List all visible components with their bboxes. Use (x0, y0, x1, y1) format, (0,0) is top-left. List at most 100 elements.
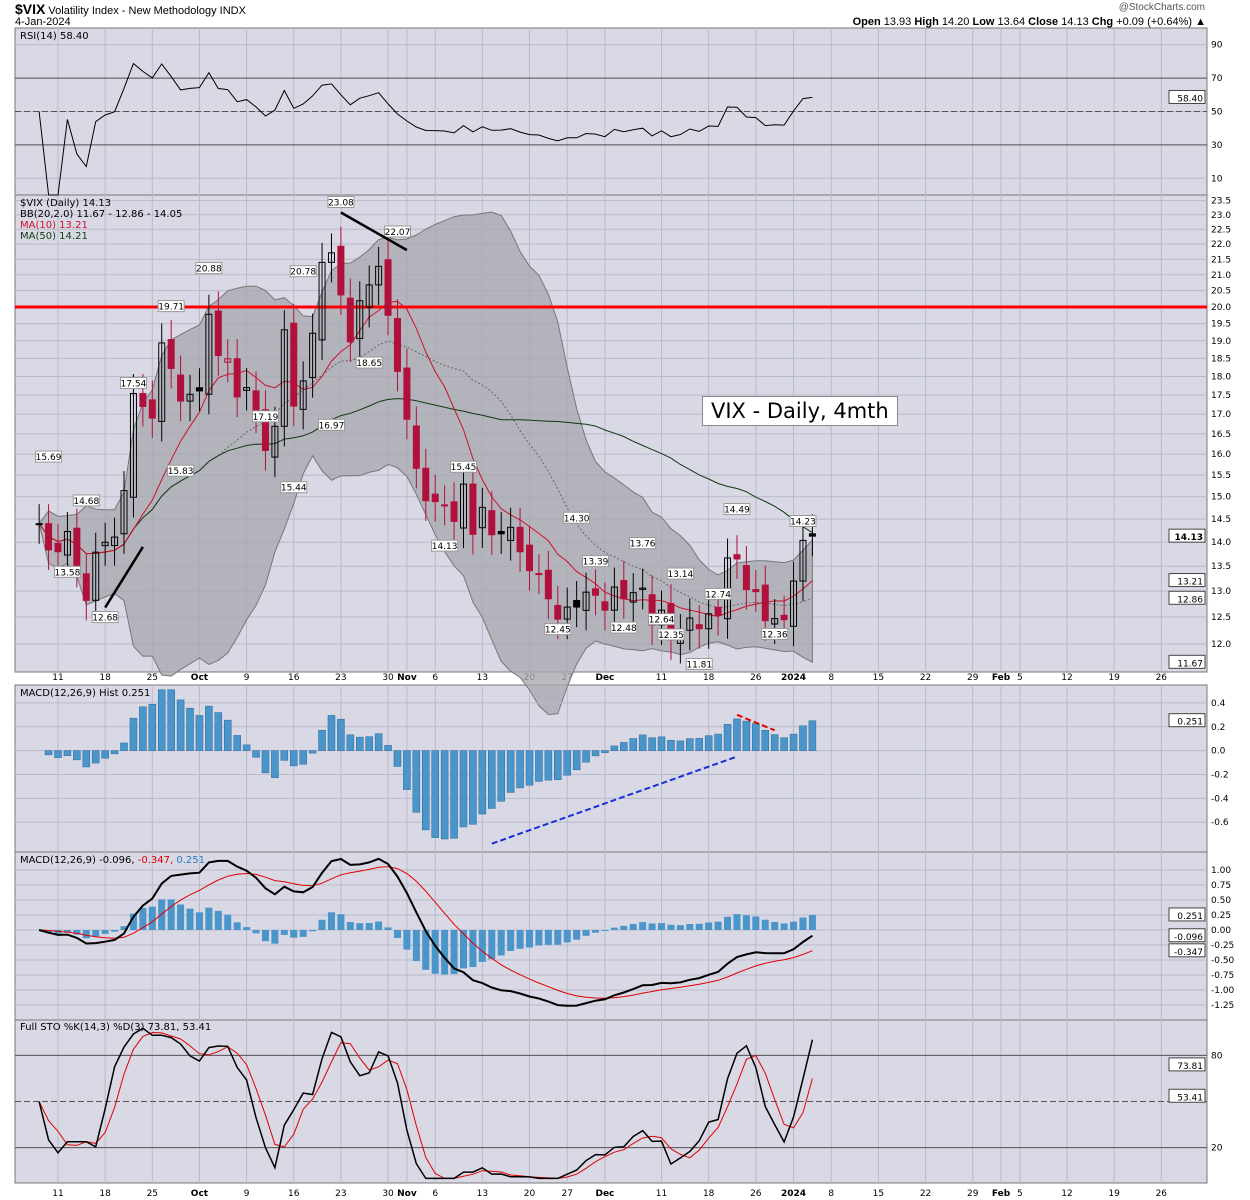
macd-histogram-bar (393, 930, 401, 938)
candle-body (73, 527, 81, 568)
x-tick-label: 19 (1108, 1189, 1120, 1199)
panel-hist (14, 684, 1208, 853)
macd-histogram-bar (695, 923, 703, 930)
price-label: 12.68 (92, 614, 118, 624)
candle-body (497, 530, 505, 535)
histogram-bar (422, 750, 430, 831)
x-tick-label: 23 (335, 1189, 346, 1199)
current-value-box (1168, 713, 1206, 728)
macd-histogram-bar (526, 930, 533, 948)
ma50-line (38, 398, 813, 555)
histogram-bar (459, 750, 468, 828)
price-label-box (280, 481, 308, 494)
candle-body (214, 310, 222, 357)
macd-histogram-bar (573, 930, 581, 940)
histogram-bar (110, 750, 119, 755)
x-tick-label: Oct (191, 1189, 209, 1199)
y-tick-label: 70 (1211, 74, 1223, 84)
histogram-bar (214, 712, 223, 751)
candle-body (780, 614, 788, 621)
current-value-label: -0.347 (1174, 948, 1203, 958)
x-tick-label: 12 (1061, 673, 1072, 683)
candle-body (478, 506, 486, 529)
macd-histogram-bar (337, 914, 345, 930)
histogram-bar (337, 718, 345, 751)
x-tick-label: 11 (52, 673, 63, 683)
macd-legend-value: -0.096, (99, 855, 138, 866)
candle-body (422, 467, 430, 502)
macd-histogram-bar (733, 914, 741, 930)
macd-histogram-bar (356, 923, 364, 930)
histogram-bar (770, 734, 779, 751)
price-label: 15.69 (36, 453, 62, 463)
price-label-box (53, 565, 81, 578)
x-tick-label: 12 (1061, 1189, 1072, 1199)
open-value: 13.93 (883, 16, 912, 28)
histogram-bar (186, 707, 194, 751)
x-tick-label: 13 (477, 673, 488, 683)
current-value-label: 13.21 (1177, 578, 1203, 588)
macd-legend-prefix: MACD(12,26,9) (20, 855, 99, 866)
y-tick-label: 50 (1211, 108, 1223, 118)
y-tick-label: 16.5 (1211, 430, 1231, 440)
candle-body (45, 523, 53, 551)
macd-histogram-bar (676, 925, 684, 930)
trendline-up (104, 546, 144, 609)
macd-histogram-bar (648, 923, 656, 930)
candle-body (129, 393, 137, 498)
x-tick-label: 13 (477, 1189, 488, 1199)
price-label: 22.07 (385, 228, 411, 238)
current-value-label: 58.40 (1177, 94, 1203, 104)
price-label-box (648, 613, 676, 626)
price-label: 15.83 (168, 467, 194, 477)
macd-histogram-bar (111, 930, 119, 932)
current-value-box (1168, 1088, 1206, 1103)
histogram-bar (374, 733, 383, 751)
histogram-bar (450, 750, 458, 839)
current-value-label: 12.86 (1177, 595, 1203, 605)
price-label-box (35, 450, 63, 463)
chart-title: $VIX Volatility Index - New Methodology … (15, 1, 246, 17)
histogram-bar (252, 750, 260, 758)
histogram-bar (82, 750, 91, 768)
histogram-bar (733, 718, 741, 751)
x-tick-label: Nov (397, 1189, 417, 1199)
macd-histogram-bar (403, 930, 411, 950)
candle-body (507, 526, 515, 541)
y-tick-label: 21.0 (1211, 271, 1231, 281)
y-tick-label: 21.5 (1211, 255, 1231, 265)
price-label-box (251, 410, 279, 423)
current-value-label: -0.096 (1174, 933, 1203, 943)
ohlc-summary: Open 13.93 High 14.20 Low 13.64 Close 14… (852, 16, 1206, 28)
sto-legend: Full STO %K(14,3) %D(3) 73.81, 53.41 (20, 1022, 211, 1033)
x-tick-label: 11 (656, 1189, 667, 1199)
candle-body (54, 542, 62, 553)
histogram-bar (167, 689, 175, 751)
candle-body (111, 536, 119, 547)
price-label: 16.97 (319, 421, 345, 431)
candle-body (790, 580, 798, 627)
current-value-box (1168, 573, 1206, 588)
macd-histogram-bar (384, 927, 392, 930)
price-label: 13.14 (667, 570, 693, 580)
x-tick-label: 18 (99, 1189, 111, 1199)
histogram-bar (667, 740, 675, 751)
macd-histogram-bar (459, 930, 467, 969)
candle-body (309, 332, 317, 379)
price-label-box (289, 265, 317, 278)
candle-body (327, 252, 335, 263)
price-label: 12.64 (649, 616, 675, 626)
histogram-bar (280, 750, 289, 761)
candle-body (799, 539, 807, 582)
macd-histogram-bar (601, 930, 609, 932)
current-value-box (1168, 89, 1206, 104)
y-tick-label: 10 (1211, 174, 1223, 184)
high-label: High (914, 16, 939, 28)
y-tick-label: 18.5 (1211, 354, 1231, 364)
macd-histogram-bar (224, 914, 232, 930)
x-tick-label: Nov (397, 673, 417, 683)
y-tick-label: 20.5 (1211, 287, 1231, 297)
x-tick-label: 5 (1017, 1189, 1023, 1199)
price-label-box (383, 225, 411, 238)
